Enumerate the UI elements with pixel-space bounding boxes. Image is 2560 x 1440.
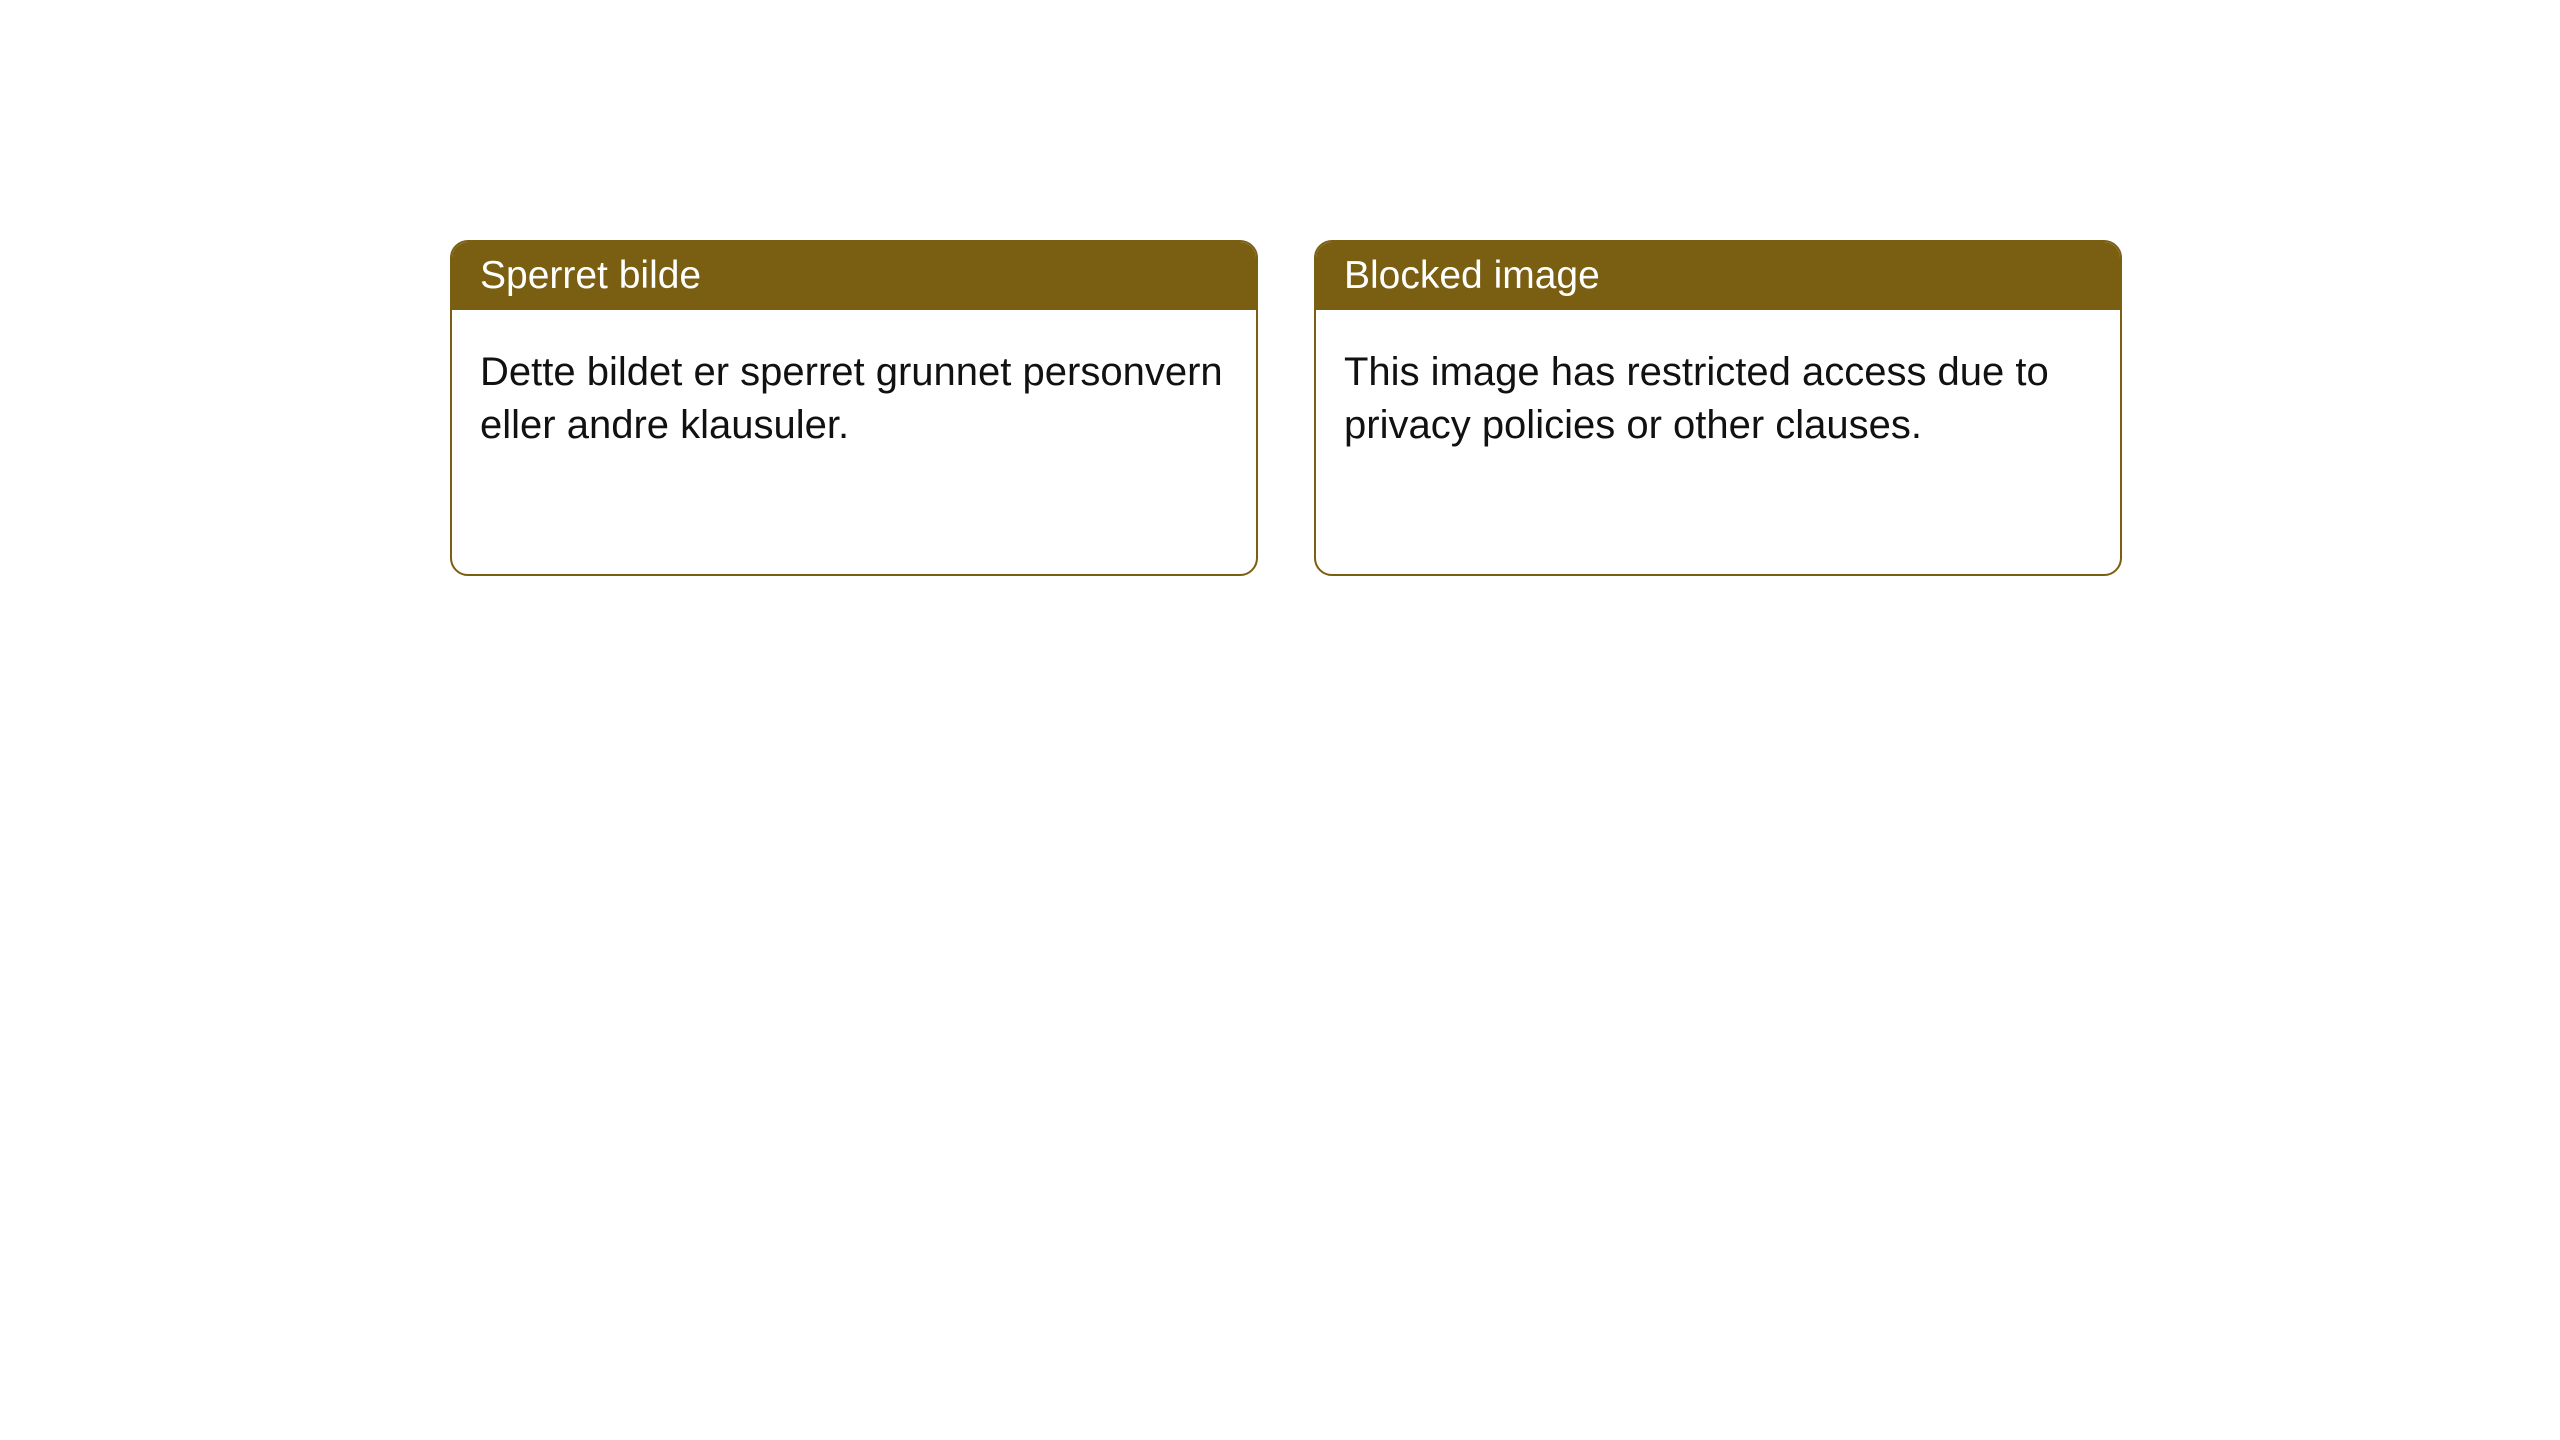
blocked-image-card-no: Sperret bilde Dette bildet er sperret gr…	[450, 240, 1258, 576]
blocked-image-card-en: Blocked image This image has restricted …	[1314, 240, 2122, 576]
card-body: Dette bildet er sperret grunnet personve…	[452, 310, 1256, 488]
card-body-text: Dette bildet er sperret grunnet personve…	[480, 350, 1223, 447]
card-body-text: This image has restricted access due to …	[1344, 350, 2049, 447]
card-title: Sperret bilde	[480, 254, 701, 297]
card-header: Blocked image	[1316, 242, 2120, 310]
card-body: This image has restricted access due to …	[1316, 310, 2120, 488]
card-header: Sperret bilde	[452, 242, 1256, 310]
notice-cards-container: Sperret bilde Dette bildet er sperret gr…	[0, 0, 2560, 576]
card-title: Blocked image	[1344, 254, 1600, 297]
